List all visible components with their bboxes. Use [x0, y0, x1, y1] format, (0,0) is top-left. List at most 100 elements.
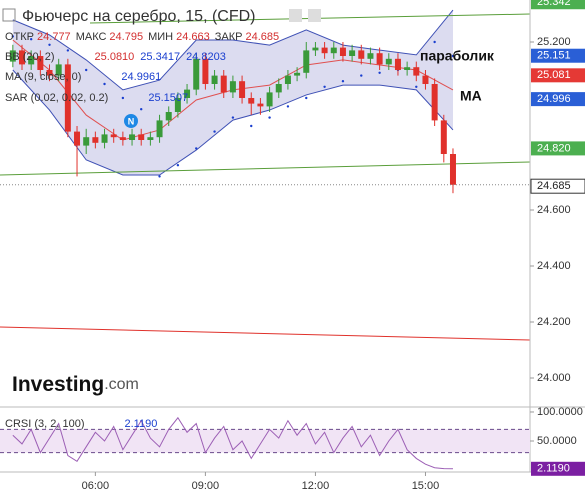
logo: Investing.com — [12, 373, 139, 396]
candle-body — [239, 81, 246, 98]
y-tick-label: 24.600 — [537, 204, 571, 216]
candle-body — [37, 56, 44, 70]
price-marker — [531, 0, 585, 10]
close-button[interactable] — [308, 9, 321, 22]
candle-body — [358, 50, 365, 59]
logo-brand: Investing — [12, 373, 104, 396]
x-tick-label: 15:00 — [412, 480, 440, 492]
candle-body — [413, 67, 420, 76]
candle-body — [92, 137, 99, 143]
candle-body — [266, 92, 273, 107]
candle-body — [19, 50, 26, 65]
ohlc-row: ОТКР 24.777 МАКС 24.795 МИН 24.663 ЗАКР 24.685 — [5, 31, 279, 43]
candle-body — [312, 47, 319, 51]
header: Фьючерс на серебро, 15, (CFD) ОТКР 24.777… — [2, 8, 321, 43]
x-tick-label: 06:00 — [82, 480, 110, 492]
candle-body — [9, 50, 16, 62]
sar-dot — [286, 105, 290, 108]
plot: параболик MA — [0, 35, 530, 194]
indicator-label[interactable]: SAR (0.02, 0.02, 0.2) — [5, 92, 108, 104]
price-marker-label: 2.1190 — [537, 463, 570, 475]
candle-body — [101, 134, 108, 143]
candle-body — [385, 58, 392, 65]
sar-dot — [433, 40, 436, 44]
candle-body — [321, 47, 328, 54]
crsi-title[interactable]: CRSI (3, 2, 100) — [5, 418, 84, 430]
annotation: MA — [460, 88, 482, 104]
sar-dot — [29, 38, 33, 41]
sar-dot — [415, 85, 418, 89]
trend-line — [0, 326, 531, 341]
x-tick-label: 09:00 — [192, 480, 220, 492]
price-marker-label: 24.820 — [537, 142, 571, 154]
sar-dot — [48, 43, 51, 46]
ohlc-label: ЗАКР — [215, 31, 243, 43]
bollinger-lower — [12, 69, 454, 176]
sar-dot — [11, 35, 15, 38]
indicator-row: MA (9, close, 0) 24.9961 — [5, 71, 161, 83]
sar-dot — [305, 96, 308, 100]
candle-body — [303, 50, 310, 73]
annotation: параболик — [420, 48, 495, 64]
axes: 24.000 24.200 24.400 24.600 25.200 06:00 09:00… — [82, 0, 585, 492]
sar-dot — [360, 74, 363, 77]
ohlc-value: 24.685 — [245, 31, 279, 43]
settings-button[interactable] — [289, 9, 302, 22]
candle-body — [404, 67, 411, 70]
candle-body — [330, 47, 337, 54]
sar-dot — [268, 116, 271, 119]
y-tick-label: 24.200 — [537, 316, 571, 328]
ohlc-label: МАКС — [76, 31, 107, 43]
price-marker — [531, 92, 585, 107]
candle-body — [294, 72, 301, 76]
indicator-label[interactable]: BB (20, 2) — [5, 51, 55, 63]
sar-dot — [341, 80, 345, 83]
trend-line — [0, 161, 531, 176]
candle-body — [422, 75, 429, 84]
price-marker — [531, 461, 585, 476]
indicator-value: 25.1507 — [148, 92, 188, 104]
candle-body — [275, 84, 282, 93]
logo-text: Investing.com — [12, 373, 139, 396]
price-marker-label: 25.151 — [537, 50, 571, 62]
indicator-value: 25.3417 — [140, 51, 180, 63]
candle-body — [284, 75, 291, 84]
sar-dot — [176, 164, 180, 167]
crsi-value: 2.1190 — [124, 418, 157, 430]
candle-body — [64, 64, 71, 132]
crsi-panel: CRSI (3, 2, 100) 2.1190 — [0, 416, 530, 470]
candle-body — [193, 58, 200, 90]
event-icon[interactable] — [124, 114, 138, 128]
candle-body — [248, 98, 255, 104]
indicator-value: 24.8203 — [186, 51, 226, 63]
candle-body — [367, 53, 374, 59]
candle-body — [74, 131, 81, 146]
chart-icon[interactable] — [2, 8, 16, 22]
candle-body — [129, 134, 136, 140]
candle-body — [156, 120, 163, 138]
candle-body — [174, 98, 181, 112]
candle-body — [184, 89, 191, 98]
candle-body — [339, 47, 346, 56]
price-marker-label: 25.081 — [537, 69, 571, 81]
sar-dot — [451, 54, 455, 58]
candle-body — [211, 75, 218, 84]
price-marker-label: 25.342 — [537, 0, 571, 8]
level-band — [0, 429, 530, 453]
sar-dot — [121, 96, 125, 100]
sar-dot — [84, 68, 88, 72]
sar-dot — [103, 82, 106, 86]
candle-body — [202, 58, 209, 84]
chart-title: Фьючерс на серебро, 15, (CFD) — [22, 8, 256, 25]
candle-body — [257, 103, 264, 107]
candle-body — [138, 134, 145, 140]
candle-body — [46, 70, 53, 76]
indicator-row: SAR (0.02, 0.02, 0.2) 25.1507 — [5, 92, 188, 104]
crsi-legend: CRSI (3, 2, 100) 2.1190 — [5, 418, 157, 430]
sar-dot — [323, 85, 326, 89]
price-marker-label: 24.685 — [537, 180, 571, 192]
price-marker — [530, 178, 585, 194]
indicator-label[interactable]: MA (9, close, 0) — [5, 71, 81, 83]
candle-body — [147, 137, 154, 140]
